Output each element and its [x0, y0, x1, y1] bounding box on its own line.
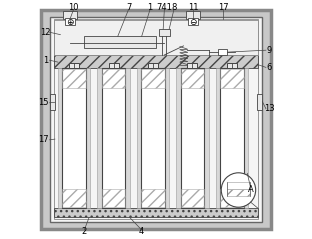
Bar [63, 11, 77, 19]
Bar [188, 18, 198, 25]
Text: 17: 17 [217, 3, 228, 12]
Bar [188, 63, 197, 68]
Bar [50, 94, 55, 110]
Bar [62, 189, 86, 207]
Bar [102, 189, 125, 207]
Text: $\ominus$: $\ominus$ [189, 17, 197, 27]
Text: 6: 6 [267, 63, 272, 72]
Bar [125, 68, 130, 208]
Bar [227, 63, 237, 68]
Bar [54, 19, 258, 219]
Text: 17: 17 [38, 135, 48, 144]
Text: 11: 11 [188, 3, 198, 12]
Bar [159, 29, 170, 36]
Text: 1: 1 [43, 56, 48, 65]
Text: A: A [247, 185, 253, 194]
Bar [50, 17, 262, 222]
Bar [218, 49, 227, 55]
Bar [176, 68, 181, 208]
Bar [102, 68, 125, 208]
Bar [102, 69, 125, 88]
Bar [257, 94, 262, 110]
Bar [204, 68, 209, 208]
Bar [54, 208, 258, 217]
Bar [109, 63, 119, 68]
Bar [58, 68, 62, 208]
Bar [181, 189, 204, 207]
Bar [97, 68, 102, 208]
Bar [137, 68, 141, 208]
Bar [181, 69, 204, 88]
Text: 12: 12 [40, 28, 51, 37]
Bar [148, 63, 158, 68]
Bar [54, 20, 258, 55]
Text: 9: 9 [267, 46, 272, 55]
Bar [86, 68, 90, 208]
Text: 1: 1 [147, 3, 153, 12]
Bar [65, 18, 75, 25]
Text: 10: 10 [68, 3, 79, 12]
Text: 7: 7 [126, 3, 131, 12]
Text: 13: 13 [264, 104, 275, 113]
Bar [141, 69, 165, 88]
Bar [141, 189, 165, 207]
Bar [54, 55, 258, 68]
Text: 741: 741 [156, 3, 172, 12]
Bar [141, 68, 165, 208]
Text: 15: 15 [38, 98, 48, 107]
Bar [181, 68, 204, 208]
Text: 2: 2 [82, 227, 87, 236]
Text: 4: 4 [139, 227, 144, 236]
Bar [216, 68, 220, 208]
Text: $\oplus$: $\oplus$ [66, 17, 74, 27]
Bar [62, 69, 86, 88]
Bar [220, 68, 244, 208]
Bar [220, 69, 244, 88]
Bar [62, 68, 86, 208]
Bar [220, 189, 244, 207]
Bar [69, 63, 79, 68]
Circle shape [221, 173, 256, 207]
Bar [165, 68, 169, 208]
Bar [244, 68, 248, 208]
Bar [227, 189, 250, 196]
Text: 8: 8 [171, 3, 177, 12]
Bar [227, 182, 250, 189]
Bar [186, 11, 200, 19]
Bar [84, 36, 156, 48]
